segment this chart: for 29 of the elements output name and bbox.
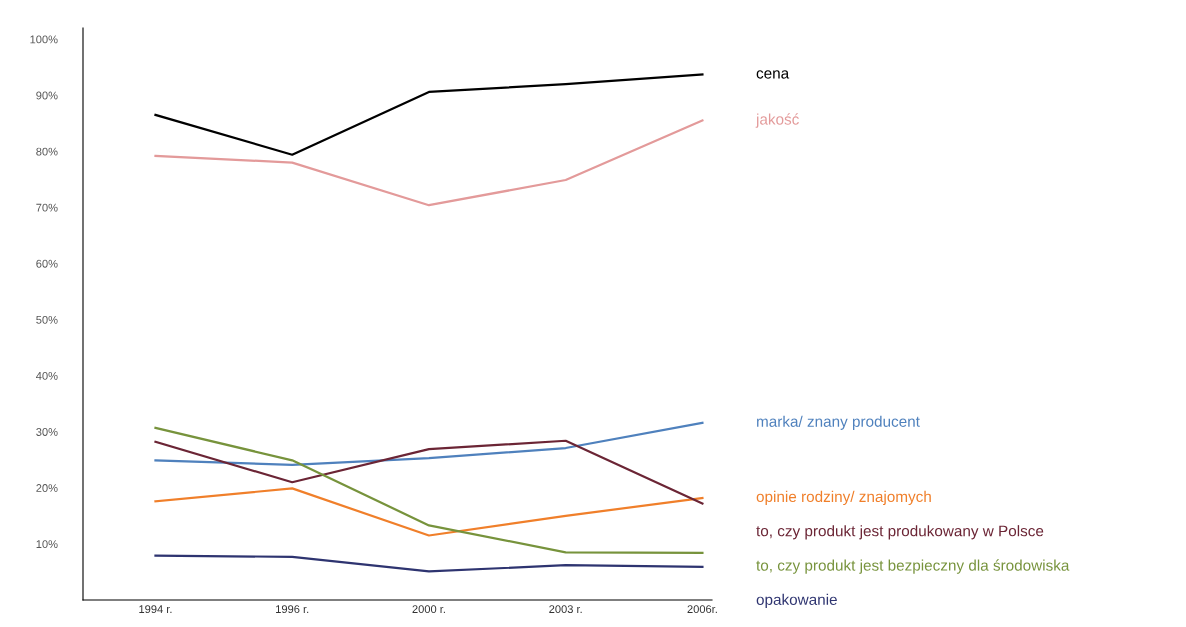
x-tick-label: 2006r. [687,605,717,614]
y-tick-label: 50% [36,315,58,324]
y-tick-label: 100% [30,35,58,44]
line-series [154,73,704,156]
y-tick-label: 10% [36,540,58,549]
text: opinie rodziny/ znajomych [756,490,931,506]
y-tick-label: 90% [36,91,58,100]
line-series [154,421,704,466]
y-tick-label: 80% [36,147,58,156]
text: opakowanie [756,593,837,609]
x-tick-label: 1994 r. [139,605,172,614]
line-series [154,554,704,573]
y-tick-label: 70% [36,203,58,212]
line-series [154,119,704,207]
x-tick-label: 1996 r. [276,605,309,614]
text: to, czy produkt jest produkowany w Polsce [756,525,1044,540]
y-tick-label: 20% [36,484,58,492]
text: cena [756,70,790,79]
line-series [154,487,704,537]
y-tick-label: 30% [36,428,58,436]
line-series [154,426,704,554]
y-tick-label: 60% [36,259,58,268]
line-series [154,439,704,505]
text: marka/ znany producent [757,415,920,430]
x-tick-label: 2000 r. [412,605,445,614]
y-tick-label: 40% [36,371,58,380]
x-tick-label: 2003 r. [549,605,582,614]
text: jakość [755,113,799,128]
text: to, czy produkt jest bezpieczny dla środowiska [756,559,1070,574]
